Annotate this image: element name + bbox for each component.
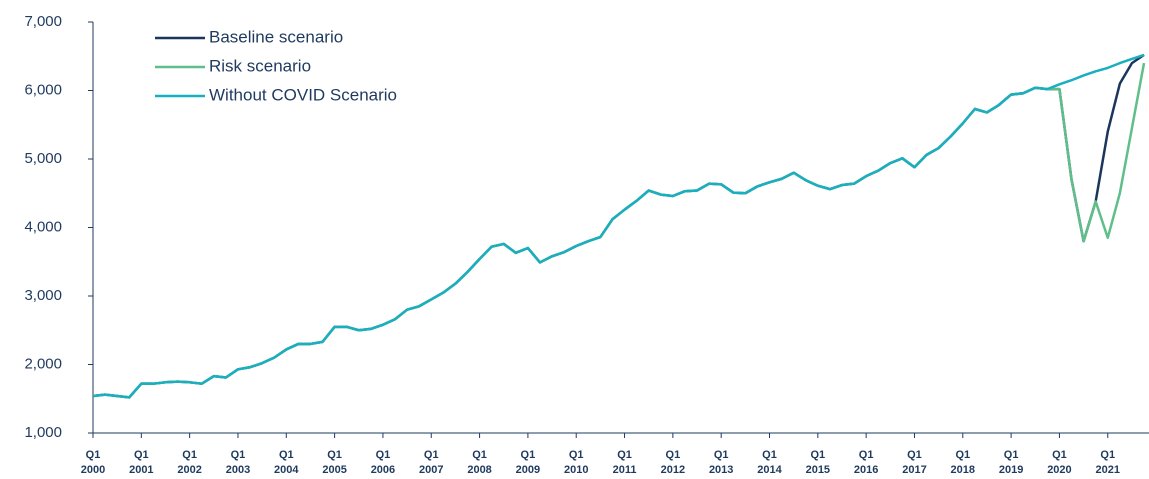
- y-tick-label: 7,000: [24, 13, 62, 30]
- x-tick-label: Q1 2005: [322, 449, 346, 476]
- x-tick-label-line: 2007: [419, 464, 443, 476]
- y-tick-label: 6,000: [24, 81, 62, 98]
- x-tick-label-line: Q1: [376, 449, 391, 461]
- series-line: [92, 53, 1145, 399]
- x-tick-label-line: Q1: [1004, 449, 1019, 461]
- x-tick-label: Q1 2000: [81, 449, 105, 476]
- x-tick-label-line: 2003: [226, 464, 250, 476]
- x-tick-label: Q1 2013: [709, 449, 733, 476]
- x-tick-label: Q1 2016: [854, 449, 878, 476]
- x-tick-label-line: 2006: [371, 464, 395, 476]
- x-tick-label: Q1 2010: [564, 449, 588, 476]
- x-tick-label-line: 2011: [613, 464, 637, 476]
- x-tick-label: Q1 2012: [661, 449, 685, 476]
- x-tick-label-line: Q1: [279, 449, 294, 461]
- x-tick-label-line: 2004: [274, 464, 299, 476]
- x-tick-label: Q1 2015: [806, 449, 830, 476]
- x-tick-label-line: Q1: [617, 449, 632, 461]
- x-tick-label-line: Q1: [714, 449, 729, 461]
- x-tick-label-line: 2014: [757, 464, 782, 476]
- x-tick-label-line: 2008: [467, 464, 491, 476]
- x-tick-label-line: Q1: [907, 449, 922, 461]
- x-tick-label-line: 2016: [854, 464, 878, 476]
- x-tick-label: Q1 2008: [467, 449, 491, 476]
- x-tick-label-line: Q1: [859, 449, 874, 461]
- x-tick-label-line: Q1: [424, 449, 439, 461]
- x-tick-label-line: 2012: [661, 464, 685, 476]
- x-tick-label: Q1 2003: [226, 449, 250, 476]
- y-tick-label: 4,000: [24, 218, 62, 235]
- x-tick-label-line: Q1: [134, 449, 149, 461]
- x-tick-label-line: Q1: [521, 449, 536, 461]
- x-tick-label: Q1 2001: [129, 449, 153, 476]
- y-tick-label: 5,000: [24, 150, 62, 167]
- x-tick-label-line: 2000: [81, 464, 105, 476]
- x-tick-label-line: Q1: [182, 449, 197, 461]
- x-tick-label-line: 2015: [806, 464, 830, 476]
- x-tick-label: Q1 2018: [951, 449, 975, 476]
- x-tick-label: Q1 2014: [757, 449, 782, 476]
- x-tick-label-line: Q1: [810, 449, 825, 461]
- x-tick-label: Q1 2007: [419, 449, 443, 476]
- x-tick-label: Q1 2019: [999, 449, 1023, 476]
- x-tick-label: Q1 2020: [1047, 449, 1071, 476]
- x-tick-label-line: Q1: [86, 449, 101, 461]
- legend-label: Without COVID Scenario: [209, 85, 397, 104]
- y-tick-label: 3,000: [24, 287, 62, 304]
- x-tick-label-line: 2017: [902, 464, 926, 476]
- x-tick-label-line: Q1: [1052, 449, 1067, 461]
- x-tick-label: Q1 2021: [1096, 449, 1120, 476]
- x-tick-label-line: 2021: [1096, 464, 1120, 476]
- legend-label: Baseline scenario: [209, 27, 343, 46]
- x-tick-label: Q1 2006: [371, 449, 395, 476]
- x-tick-label-line: Q1: [569, 449, 584, 461]
- y-tick-label: 2,000: [24, 355, 62, 372]
- x-tick-label-line: Q1: [1100, 449, 1115, 461]
- legend-label: Risk scenario: [209, 56, 311, 75]
- x-tick-label: Q1 2004: [274, 449, 299, 476]
- x-tick-label-line: Q1: [472, 449, 487, 461]
- y-tick-label: 1,000: [24, 424, 62, 441]
- x-tick-label-line: 2010: [564, 464, 588, 476]
- x-tick-label-line: 2020: [1047, 464, 1071, 476]
- x-tick-label: Q1 2011: [613, 449, 637, 476]
- x-tick-label-line: 2009: [516, 464, 540, 476]
- x-tick-label-line: 2018: [951, 464, 975, 476]
- x-tick-label-line: 2002: [177, 464, 201, 476]
- x-tick-label-line: Q1: [666, 449, 681, 461]
- x-tick-label-line: Q1: [762, 449, 777, 461]
- series-line: [92, 53, 1145, 399]
- x-tick-label: Q1 2002: [177, 449, 201, 476]
- x-tick-label-line: Q1: [955, 449, 970, 461]
- x-tick-label: Q1 2009: [516, 449, 540, 476]
- x-tick-label-line: Q1: [231, 449, 246, 461]
- x-tick-label-line: 2019: [999, 464, 1023, 476]
- x-tick-label-line: 2005: [322, 464, 346, 476]
- x-tick-label-line: 2013: [709, 464, 733, 476]
- x-tick-label-line: Q1: [327, 449, 342, 461]
- x-tick-label-line: 2001: [129, 464, 153, 476]
- x-tick-label: Q1 2017: [902, 449, 926, 476]
